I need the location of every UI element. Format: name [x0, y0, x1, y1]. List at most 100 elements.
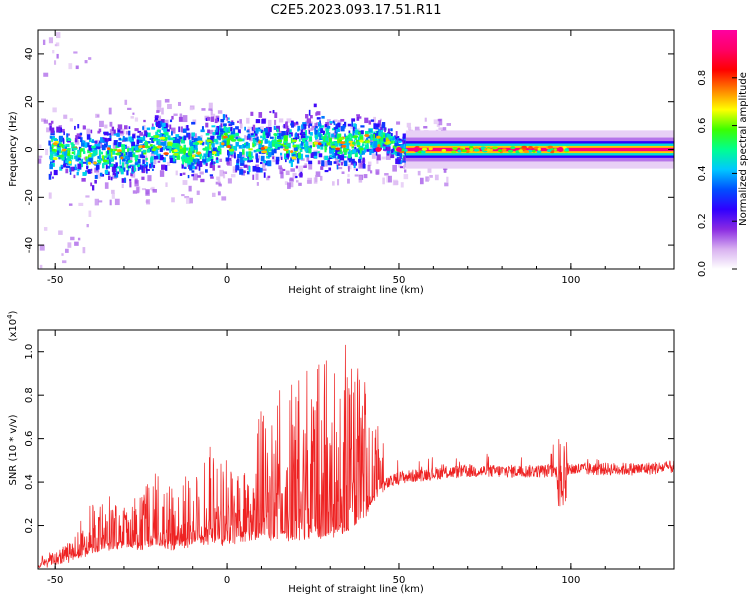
heatmap-cell — [134, 178, 138, 184]
heatmap-cell — [115, 162, 118, 168]
heatmap-cell — [88, 210, 92, 217]
heatmap-cell — [49, 151, 54, 157]
heatmap-cell — [146, 127, 151, 131]
heatmap-cell — [167, 103, 172, 110]
heatmap-cell — [263, 131, 268, 136]
heatmap-cell — [314, 122, 318, 128]
heatmap-cell — [348, 130, 351, 134]
heatmap-cell — [191, 170, 195, 173]
heatmap-cell — [64, 248, 69, 253]
heatmap-cell — [235, 132, 239, 137]
heatmap-cell — [138, 136, 143, 141]
heatmap-cell — [88, 154, 92, 158]
heatmap-cell — [310, 152, 314, 158]
heatmap-cell — [110, 152, 113, 159]
heatmap-cell — [204, 169, 208, 173]
spectrogram-ytick-label: 20 — [24, 95, 35, 108]
heatmap-cell — [197, 136, 201, 143]
heatmap-cell — [376, 154, 381, 161]
heatmap-cell — [197, 175, 201, 178]
heatmap-cell — [562, 146, 567, 150]
heatmap-cell — [66, 153, 71, 157]
heatmap-cell — [358, 149, 360, 154]
heatmap-cell — [245, 151, 249, 157]
heatmap-cell — [85, 195, 90, 198]
heatmap-cell — [226, 139, 230, 144]
heatmap-cell — [326, 125, 331, 129]
heatmap-cell — [316, 111, 321, 116]
heatmap-cell — [204, 156, 207, 160]
heatmap-cell — [131, 153, 136, 158]
heatmap-cell — [146, 170, 148, 174]
snr-panel: -50 0 50 100 0.2 0.4 0.6 0.8 1.0 Height of strai… — [6, 310, 675, 595]
heatmap-cell — [186, 128, 190, 131]
heatmap-cell — [171, 147, 176, 152]
heatmap-cell — [114, 148, 118, 152]
heatmap-cell — [67, 154, 70, 158]
heatmap-cell — [398, 162, 402, 168]
heatmap-cell — [82, 247, 86, 254]
heatmap-cell — [67, 242, 72, 248]
heatmap-cell — [307, 128, 313, 131]
heatmap-cell — [146, 199, 151, 205]
heatmap-cell — [161, 164, 166, 170]
heatmap-cell — [218, 183, 222, 187]
heatmap-cell — [54, 152, 59, 157]
heatmap-cell — [253, 140, 259, 143]
heatmap-cell — [130, 116, 134, 119]
heatmap-cell — [156, 106, 162, 112]
heatmap-cell — [202, 159, 207, 163]
heatmap-cell — [107, 165, 111, 169]
heatmap-cell — [388, 175, 392, 183]
heatmap-cell — [384, 127, 386, 133]
heatmap-cell — [375, 125, 379, 130]
heatmap-cell — [228, 151, 230, 158]
heatmap-cell — [392, 164, 397, 172]
heatmap-cell — [284, 181, 288, 185]
snr-multiplier: (x104) — [6, 310, 19, 341]
heatmap-cell — [98, 149, 101, 155]
heatmap-cell — [331, 156, 334, 160]
heatmap-cell — [314, 127, 317, 134]
heatmap-cell — [262, 161, 266, 168]
heatmap-cell — [113, 129, 116, 134]
heatmap-cell — [377, 137, 380, 143]
heatmap-cell — [176, 138, 181, 145]
heatmap-cell — [391, 136, 396, 140]
heatmap-cell — [373, 134, 375, 139]
heatmap-cell — [326, 139, 328, 144]
heatmap-cell — [344, 136, 349, 142]
heatmap-cell — [188, 164, 191, 169]
heatmap-cell — [260, 155, 265, 162]
heatmap-cell — [280, 143, 285, 147]
heatmap-cell — [111, 166, 117, 173]
heatmap-cell — [147, 132, 151, 138]
heatmap-cell — [230, 126, 233, 130]
heatmap-cell — [212, 147, 216, 152]
heatmap-cell — [232, 166, 236, 173]
heatmap-cell — [248, 130, 252, 134]
heatmap-cell — [228, 123, 233, 127]
heatmap-cell — [355, 168, 358, 172]
heatmap-cell — [106, 147, 111, 151]
heatmap-cell — [74, 125, 76, 130]
heatmap-cell — [256, 167, 261, 173]
heatmap-cell — [279, 145, 283, 149]
heatmap-cell — [357, 116, 362, 119]
heatmap-cell — [101, 152, 104, 155]
heatmap-cell — [159, 136, 166, 140]
heatmap-cell — [233, 154, 236, 159]
heatmap-cell — [118, 142, 122, 147]
heatmap-cell — [278, 118, 284, 123]
heatmap-cell — [299, 172, 303, 178]
heatmap-cell — [308, 162, 313, 170]
heatmap-cell — [51, 139, 53, 142]
heatmap-cell — [197, 159, 200, 165]
heatmap-cell — [269, 110, 272, 114]
heatmap-cell — [207, 141, 209, 147]
heatmap-cell — [255, 153, 259, 160]
heatmap-cell — [337, 159, 340, 162]
heatmap-cell — [51, 163, 55, 167]
heatmap-cell — [153, 158, 157, 165]
heatmap-cell — [117, 124, 123, 130]
